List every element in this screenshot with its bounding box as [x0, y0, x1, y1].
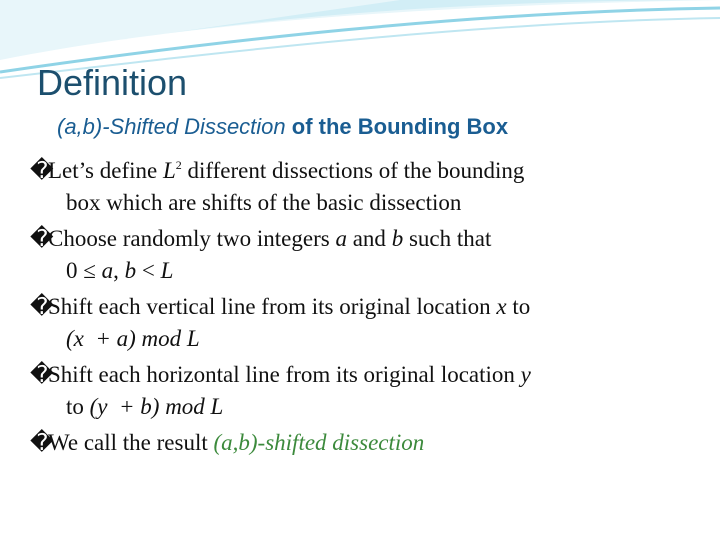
text-run: Shift each horizontal line from its orig…: [48, 362, 521, 387]
wave-fill: [120, 0, 720, 40]
wave-line: [0, 17, 720, 79]
text-line: box which are shifts of the basic dissec…: [30, 187, 720, 219]
text-line: (x + a) mod L: [30, 323, 720, 355]
text-run: x: [496, 294, 507, 319]
text-run: a: [101, 258, 114, 283]
text-run: <: [136, 258, 161, 283]
bullet: � Shift each horizontal line from its ori…: [30, 359, 720, 423]
text-run: (x + a) mod L: [66, 326, 200, 351]
text-line: Let’s define L2 different dissections of…: [30, 155, 720, 187]
text-run: of the Bounding Box: [285, 114, 509, 139]
text-run: L: [162, 158, 176, 183]
text-run: such that: [403, 226, 492, 251]
header-decoration: [0, 0, 720, 79]
text-line: 0 ≤ a, b < L: [30, 255, 720, 287]
text-line: to (y + b) mod L: [30, 391, 720, 423]
bullet-marker: �: [30, 294, 54, 319]
wave-line: [0, 6, 720, 74]
text-run: box which are shifts of the basic dissec…: [66, 190, 462, 215]
bullet-marker: �: [30, 158, 54, 183]
text-run: and: [346, 226, 392, 251]
subtitle: (a,b)-Shifted Dissection of the Bounding…: [57, 114, 508, 140]
text-run: ,: [113, 258, 125, 283]
text-run: to: [506, 294, 531, 319]
text-run: Let’s define: [48, 158, 163, 183]
text-run: to: [66, 394, 90, 419]
text-line: Shift each horizontal line from its orig…: [30, 359, 720, 391]
text-run: 0 ≤: [66, 258, 102, 283]
text-run: y: [520, 362, 531, 387]
text-line: Shift each vertical line from its origin…: [30, 291, 720, 323]
bullet-marker: �: [30, 430, 60, 455]
bullet: � We call the result (a,b)-shifted disse…: [30, 427, 720, 459]
text-run: a: [335, 226, 347, 251]
text-run: (a,b)-Shifted Dissection: [57, 114, 286, 139]
wave-fill: [0, 0, 720, 60]
text-run: 2: [175, 158, 182, 172]
text-line: Choose randomly two integers a and b suc…: [30, 223, 720, 255]
text-line: We call the result (a,b)-shifted dissect…: [30, 427, 720, 459]
text-run: We call the result: [48, 430, 214, 455]
bullet: � Shift each vertical line from its origi…: [30, 291, 720, 355]
bullet: � Let’s define L2 different dissections o…: [30, 155, 720, 219]
text-run: (a,b)-shifted dissection: [213, 430, 425, 455]
text-run: Choose randomly two integers: [48, 226, 336, 251]
bullet: � Choose randomly two integers a and b su…: [30, 223, 720, 287]
bullet-marker: �: [30, 226, 54, 251]
text-run: different dissections of the bounding: [181, 158, 525, 183]
text-run: (y + b) mod L: [89, 394, 224, 419]
text-run: Shift each vertical line from its origin…: [48, 294, 497, 319]
bullet-list: � Let’s define L2 different dissections o…: [30, 155, 720, 463]
text-run: b: [391, 226, 404, 251]
bullet-marker: �: [30, 362, 54, 387]
text-run: L: [160, 258, 174, 283]
text-run: b: [124, 258, 137, 283]
title: Definition: [37, 62, 188, 103]
